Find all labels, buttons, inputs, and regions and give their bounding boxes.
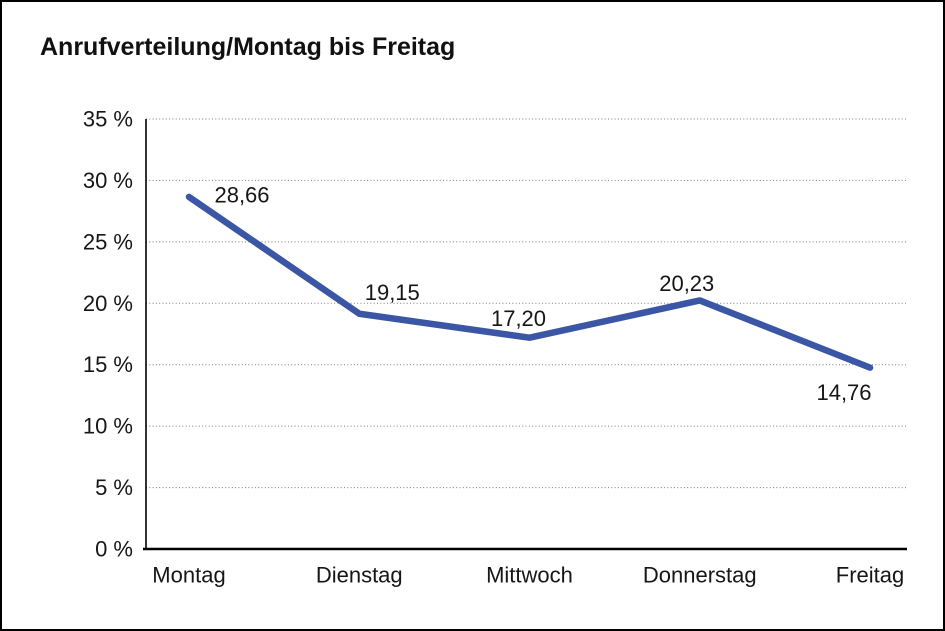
y-axis-tick-label: 10 % (83, 414, 133, 439)
series-line (185, 193, 874, 371)
x-axis-category-label: Dienstag (316, 563, 403, 588)
x-axis-category-label: Mittwoch (486, 563, 573, 588)
data-point-label: 20,23 (659, 271, 714, 296)
x-axis-category-label: Donnerstag (643, 563, 757, 588)
y-axis-tick-label: 35 % (83, 107, 133, 132)
data-point-label: 28,66 (214, 182, 269, 207)
y-axis-tick-label: 0 % (95, 537, 133, 562)
y-axis-tick-label: 30 % (83, 168, 133, 193)
y-axis-tick-label: 20 % (83, 291, 133, 316)
data-point-label: 19,15 (365, 280, 420, 305)
data-point-label: 17,20 (491, 306, 546, 331)
y-axis-tick-label: 5 % (95, 475, 133, 500)
chart-title: Anrufverteilung/Montag bis Freitag (40, 33, 456, 61)
x-axis-category-label: Freitag (836, 563, 904, 588)
y-axis-tick-label: 25 % (83, 229, 133, 254)
x-axis-category-label: Montag (152, 563, 225, 588)
data-point-label: 14,76 (816, 380, 871, 405)
y-axis-tick-label: 15 % (83, 352, 133, 377)
